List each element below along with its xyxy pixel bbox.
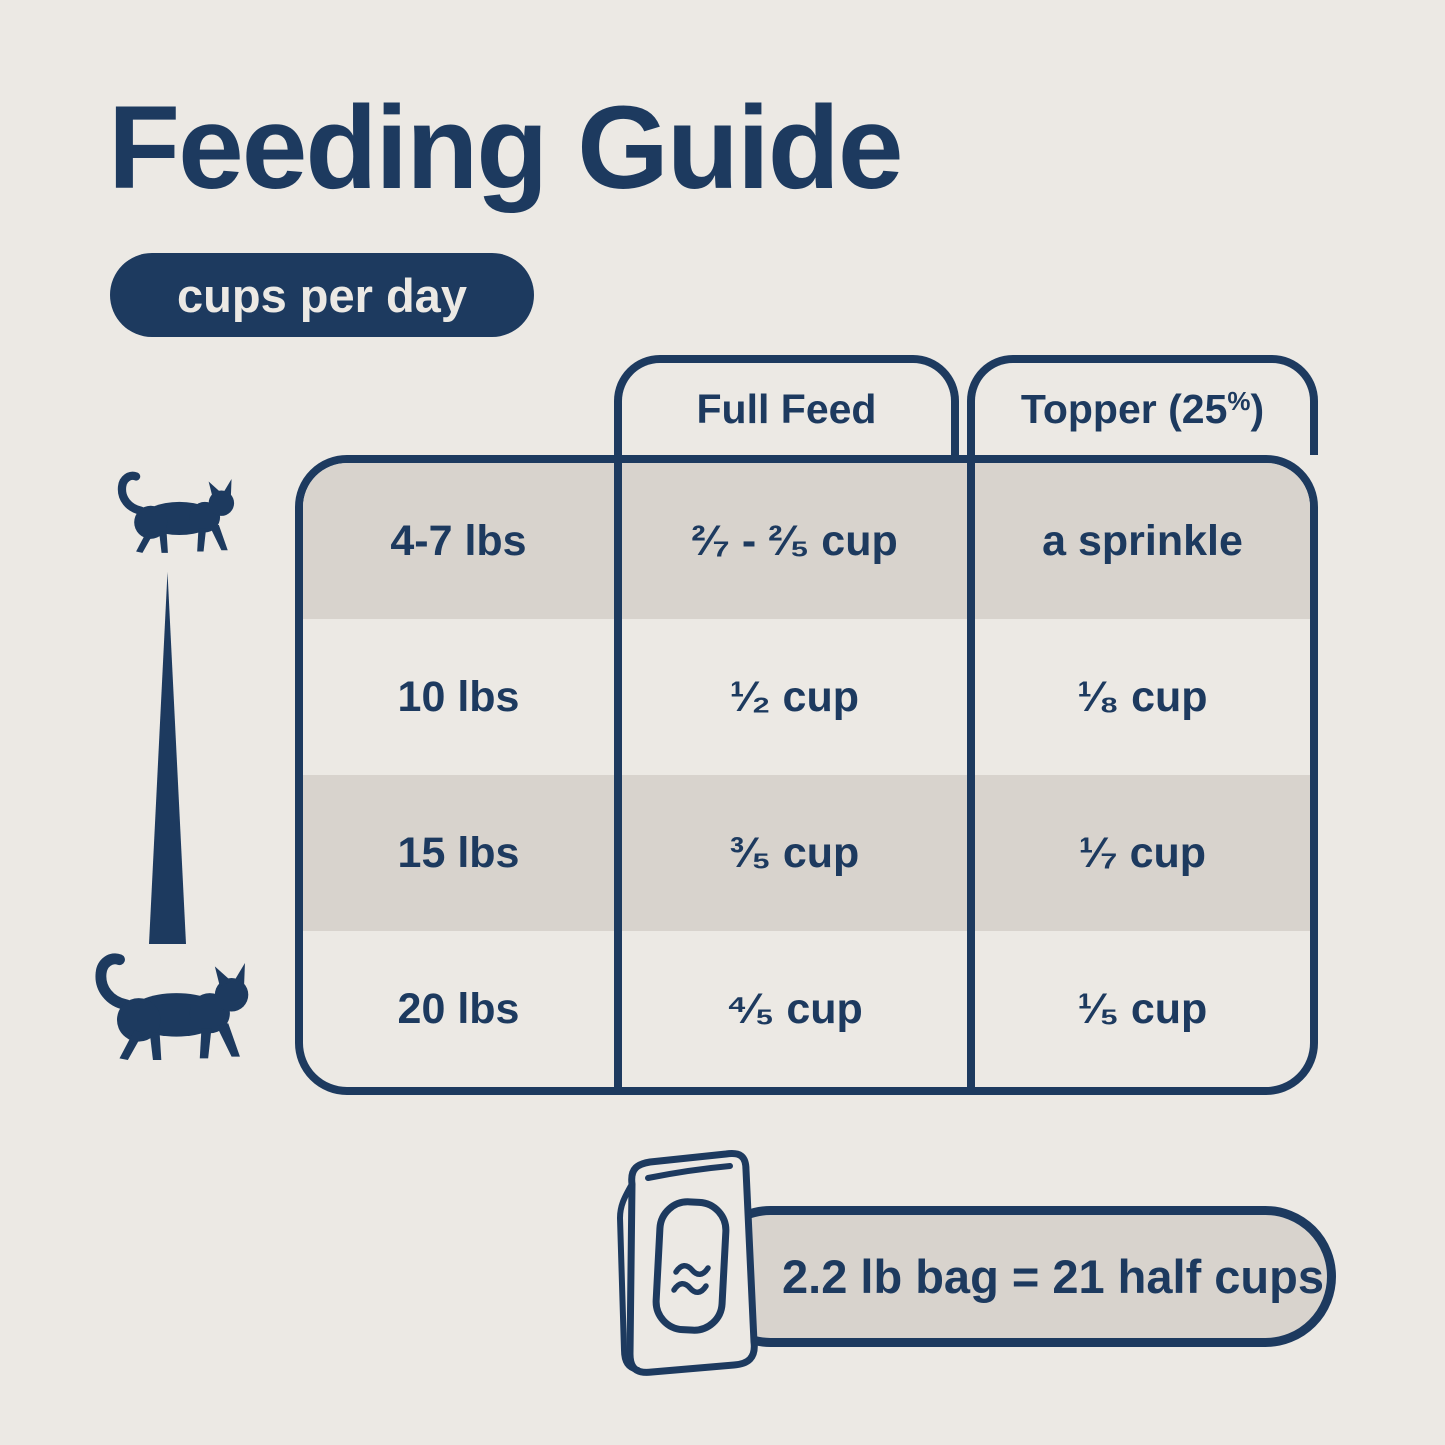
percent-superscript: % [1227,385,1251,416]
cups-per-day-badge: cups per day [110,253,534,337]
growth-wedge-icon [149,572,186,944]
full-feed-cell: ²⁄₇ - ²⁄₅ cup [691,516,898,565]
cat-large-icon [95,953,249,1061]
table-row: 20 lbs ⁴⁄₅ cup ¹⁄₅ cup [303,931,1310,1087]
weight-cell: 10 lbs [397,672,520,721]
page-title: Feeding Guide [108,82,903,214]
full-feed-cell: ⁴⁄₅ cup [726,984,863,1033]
bag-yield-pill: 2.2 lb bag = 21 half cups [700,1206,1336,1347]
topper-cell: ¹⁄₇ cup [1078,828,1207,877]
column-header-topper: Topper (25%) [967,355,1318,455]
badge-label: cups per day [177,268,467,322]
table-row: 4-7 lbs ²⁄₇ - ²⁄₅ cup a sprinkle [303,463,1310,619]
column-divider [967,463,975,1087]
weight-cell: 4-7 lbs [390,516,527,565]
food-bag-icon [617,1150,758,1376]
full-feed-label: Full Feed [696,385,877,432]
column-header-full-feed: Full Feed [614,355,959,455]
topper-cell: ¹⁄₅ cup [1077,984,1208,1033]
topper-cell: ¹⁄₈ cup [1077,672,1208,721]
full-feed-cell: ³⁄₅ cup [729,828,860,877]
full-feed-cell: ¹⁄₂ cup [730,672,859,721]
bag-yield-text: 2.2 lb bag = 21 half cups [782,1250,1324,1303]
topper-label: Topper (25%) [1020,385,1265,432]
table-row: 15 lbs ³⁄₅ cup ¹⁄₇ cup [303,775,1310,931]
topper-cell: a sprinkle [1042,516,1243,565]
weight-cell: 20 lbs [397,984,520,1033]
feeding-table: 4-7 lbs ²⁄₇ - ²⁄₅ cup a sprinkle 10 lbs … [295,455,1318,1095]
weight-cell: 15 lbs [397,828,520,877]
table-row: 10 lbs ¹⁄₂ cup ¹⁄₈ cup [303,619,1310,775]
cat-small-icon [117,471,235,553]
column-divider [614,463,622,1087]
